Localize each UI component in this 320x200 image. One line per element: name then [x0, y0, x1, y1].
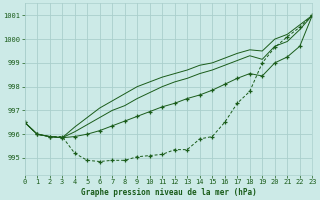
X-axis label: Graphe pression niveau de la mer (hPa): Graphe pression niveau de la mer (hPa)	[81, 188, 256, 197]
